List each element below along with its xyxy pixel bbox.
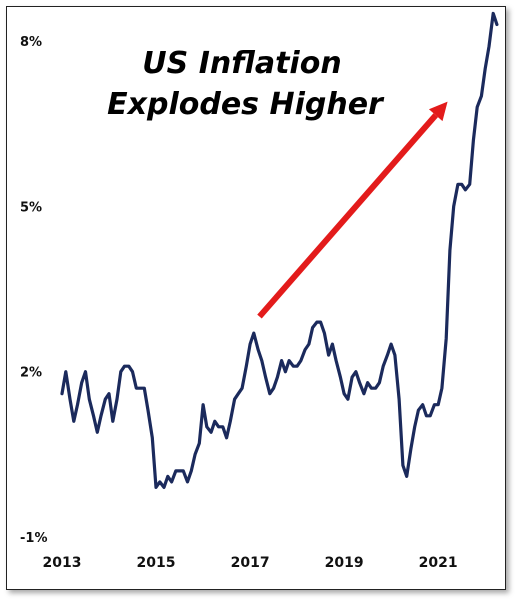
y-tick-label: 2% xyxy=(20,366,42,381)
cpi-inflation-line xyxy=(60,11,499,489)
chart-title-line-1: US Inflation xyxy=(142,46,341,81)
y-axis: 8% 5% 2% -1% xyxy=(20,35,47,546)
trend-arrow-head xyxy=(428,101,448,122)
x-tick-label: 2013 xyxy=(43,555,82,571)
chart-title-line-2: Explodes Higher xyxy=(107,87,385,122)
x-tick-label: 2019 xyxy=(325,555,364,571)
trend-arrow-shaft xyxy=(257,113,438,319)
trend-arrow xyxy=(257,101,448,319)
x-tick-label: 2015 xyxy=(137,555,176,571)
x-axis: 2013 2015 2017 2019 2021 xyxy=(43,555,458,571)
y-tick-label: 8% xyxy=(20,35,42,50)
x-tick-label: 2021 xyxy=(419,555,458,571)
x-tick-label: 2017 xyxy=(231,555,270,571)
y-tick-label: 5% xyxy=(20,200,42,215)
y-tick-label: -1% xyxy=(20,531,47,546)
chart-frame xyxy=(6,6,506,590)
